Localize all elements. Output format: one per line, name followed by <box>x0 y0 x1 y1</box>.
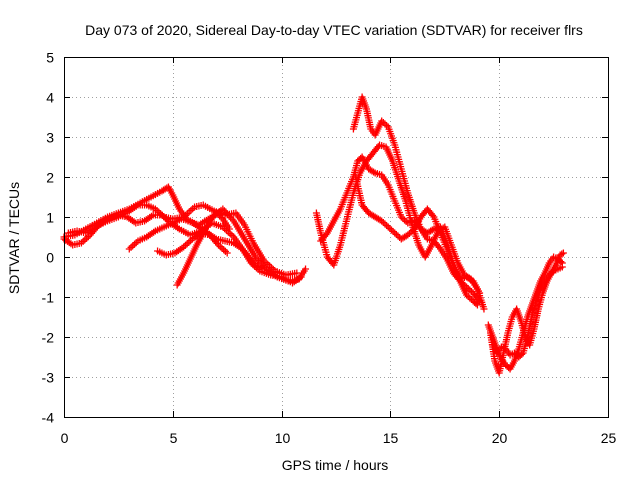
data-point <box>293 269 301 277</box>
y-tick-label: -1 <box>42 290 55 306</box>
data-point <box>297 273 305 281</box>
y-tick-label: -2 <box>42 330 55 346</box>
data-point <box>216 212 224 220</box>
data-point <box>518 350 526 358</box>
data-point <box>383 122 391 129</box>
data-points <box>60 93 567 377</box>
data-point <box>378 217 386 225</box>
x-tick-label: 25 <box>601 430 617 446</box>
data-point <box>402 218 410 225</box>
data-point <box>407 228 415 236</box>
data-point <box>302 265 310 273</box>
data-point <box>473 301 481 309</box>
series-track-13 <box>489 263 566 361</box>
y-tick-label: 3 <box>46 130 54 146</box>
data-point <box>464 293 472 300</box>
x-tick-label: 20 <box>492 430 508 446</box>
data-point <box>212 209 220 217</box>
data-point <box>466 294 474 302</box>
data-point <box>401 216 409 224</box>
data-point <box>378 117 386 125</box>
y-axis-label: SDTVAR / TECUs <box>6 182 22 294</box>
data-point <box>322 231 330 239</box>
series-track-6 <box>173 209 233 289</box>
data-point <box>472 300 480 308</box>
y-tick-label: 5 <box>46 50 54 66</box>
x-axis-label: GPS time / hours <box>282 457 389 473</box>
data-point <box>558 250 566 258</box>
x-tick-label: 0 <box>61 430 69 446</box>
y-tick-label: -3 <box>42 370 55 386</box>
data-point <box>559 249 567 257</box>
data-point <box>466 286 474 294</box>
data-point <box>435 243 443 251</box>
data-point <box>379 119 387 126</box>
data-point <box>381 120 389 128</box>
data-point <box>213 239 221 247</box>
data-point <box>225 225 233 233</box>
data-point <box>384 223 392 231</box>
plot-frame <box>64 57 609 418</box>
data-point <box>429 211 437 219</box>
y-tick-label: 1 <box>46 210 54 226</box>
data-point <box>394 232 402 240</box>
y-tick-label: -4 <box>42 410 55 426</box>
series-track-8 <box>317 153 484 305</box>
data-point <box>386 225 394 232</box>
data-point <box>480 305 488 313</box>
y-tick-labels: -4 -3 -2 -1 0 1 2 3 4 5 <box>42 50 55 426</box>
data-point <box>379 219 387 226</box>
data-point <box>260 265 268 273</box>
x-tick-labels: 0 5 10 15 20 25 <box>61 430 617 446</box>
chart-title: Day 073 of 2020, Sidereal Day-to-day VTE… <box>85 22 583 38</box>
data-point <box>399 215 407 222</box>
x-tick-label: 5 <box>170 430 178 446</box>
data-point <box>405 230 413 237</box>
data-point <box>389 228 397 235</box>
data-point <box>476 297 484 305</box>
x-tick-label: 15 <box>383 430 399 446</box>
data-point <box>404 231 412 239</box>
x-tick-label: 10 <box>275 430 291 446</box>
data-point <box>558 263 566 271</box>
data-point <box>214 211 222 218</box>
data-point <box>391 229 399 237</box>
data-point <box>397 213 405 221</box>
y-tick-label: 4 <box>46 90 54 106</box>
data-point <box>474 295 482 303</box>
y-tick-label: 0 <box>46 250 54 266</box>
series-track-10 <box>352 173 481 309</box>
y-tick-label: 2 <box>46 170 54 186</box>
data-point <box>381 220 389 228</box>
data-point <box>548 268 556 276</box>
data-point <box>370 168 378 176</box>
data-point <box>387 226 395 234</box>
data-point <box>463 291 471 299</box>
data-point <box>223 249 231 257</box>
data-point <box>392 231 400 238</box>
data-point <box>383 222 391 229</box>
data-point <box>428 226 436 234</box>
data-point <box>476 289 484 297</box>
